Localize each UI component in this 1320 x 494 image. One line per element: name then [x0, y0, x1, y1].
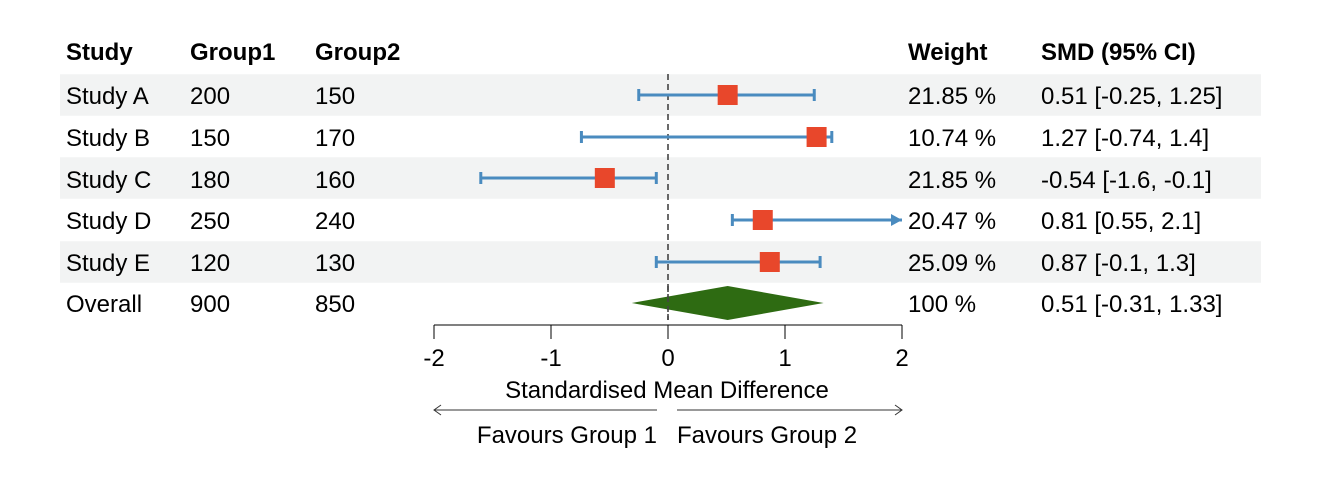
row-smd: -0.54 [-1.6, -0.1]: [1041, 167, 1212, 194]
x-tick-label: 1: [778, 345, 791, 372]
study-marker: [654, 252, 822, 272]
row-group1: 250: [190, 208, 230, 235]
overall-group1: 900: [190, 291, 230, 318]
row-group1: 120: [190, 250, 230, 277]
favours-right-arrowhead: [894, 404, 903, 416]
table-row: Study B 150 170 10.74 % 1.27 [-0.74, 1.4…: [66, 125, 1209, 152]
row-study: Study A: [66, 83, 149, 110]
header-study: Study: [66, 39, 133, 66]
study-marker: [479, 168, 658, 188]
overall-group2: 850: [315, 291, 355, 318]
x-tick-label: 0: [661, 345, 674, 372]
row-smd: 0.81 [0.55, 2.1]: [1041, 208, 1201, 235]
row-stripes: [60, 74, 1261, 283]
overall-study: Overall: [66, 291, 142, 318]
table-row: Study D 250 240 20.47 % 0.81 [0.55, 2.1]: [66, 208, 1201, 235]
table-row: Study E 120 130 25.09 % 0.87 [-0.1, 1.3]: [66, 250, 1196, 277]
study-marker: [579, 127, 834, 147]
table-row: Study C 180 160 21.85 % -0.54 [-1.6, -0.…: [66, 167, 1212, 194]
x-tick-label: -2: [423, 345, 444, 372]
row-group2: 130: [315, 250, 355, 277]
overall-row: Overall 900 850 100 % 0.51 [-0.31, 1.33]: [66, 291, 1222, 318]
study-marker: [730, 210, 902, 230]
row-group2: 150: [315, 83, 355, 110]
header-weight: Weight: [908, 39, 988, 66]
favours-right-label: Favours Group 2: [677, 422, 857, 449]
row-weight: 10.74 %: [908, 125, 996, 152]
study-marker: [637, 85, 816, 105]
point-estimate-box: [759, 252, 780, 272]
row-study: Study C: [66, 167, 151, 194]
point-estimate-box: [717, 85, 738, 105]
row-study: Study B: [66, 125, 150, 152]
ci-arrow-high: [891, 214, 902, 226]
point-estimate-box: [594, 168, 615, 188]
overall-weight: 100 %: [908, 291, 976, 318]
row-stripe: [60, 157, 1261, 199]
header-group2: Group2: [315, 39, 400, 66]
x-tick-label: -1: [540, 345, 561, 372]
row-weight: 20.47 %: [908, 208, 996, 235]
x-axis-label: Standardised Mean Difference: [505, 377, 829, 404]
plot-marks: [479, 74, 902, 322]
favours-annotation: Favours Group 1 Favours Group 2: [433, 404, 903, 449]
overall-diamond: [631, 286, 824, 320]
row-weight: 21.85 %: [908, 83, 996, 110]
row-group2: 160: [315, 167, 355, 194]
row-group1: 180: [190, 167, 230, 194]
row-group2: 240: [315, 208, 355, 235]
favours-left-arrowhead: [433, 404, 442, 416]
point-estimate-box: [752, 210, 773, 230]
row-group1: 150: [190, 125, 230, 152]
row-smd: 0.51 [-0.25, 1.25]: [1041, 83, 1222, 110]
row-study: Study E: [66, 250, 150, 277]
row-group1: 200: [190, 83, 230, 110]
favours-left-label: Favours Group 1: [477, 422, 657, 449]
x-tick-label: 2: [895, 345, 908, 372]
table-header: Study Group1 Group2 Weight SMD (95% CI): [66, 39, 1196, 66]
row-study: Study D: [66, 208, 151, 235]
row-smd: 1.27 [-0.74, 1.4]: [1041, 125, 1209, 152]
header-smd: SMD (95% CI): [1041, 39, 1196, 66]
row-group2: 170: [315, 125, 355, 152]
header-group1: Group1: [190, 39, 275, 66]
x-axis: -2 -1 0 1 2: [423, 324, 909, 372]
row-smd: 0.87 [-0.1, 1.3]: [1041, 250, 1196, 277]
row-weight: 21.85 %: [908, 167, 996, 194]
overall-smd: 0.51 [-0.31, 1.33]: [1041, 291, 1222, 318]
row-weight: 25.09 %: [908, 250, 996, 277]
table-row: Study A 200 150 21.85 % 0.51 [-0.25, 1.2…: [66, 83, 1222, 110]
point-estimate-box: [806, 127, 827, 147]
